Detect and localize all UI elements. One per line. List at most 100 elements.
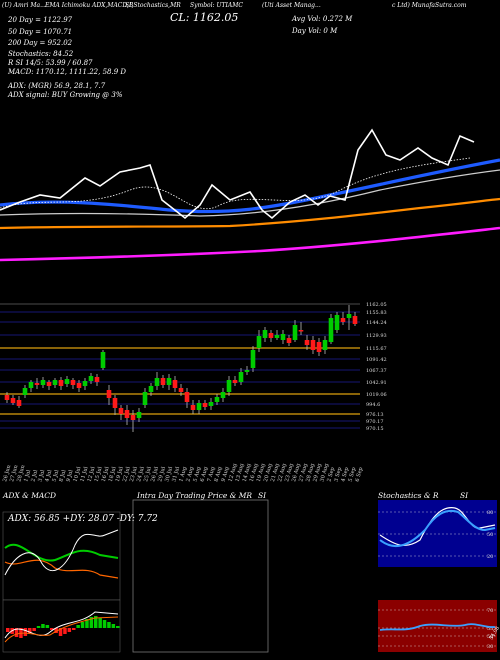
candle-body xyxy=(112,398,118,408)
candle-body xyxy=(256,336,262,348)
candle-body xyxy=(172,380,178,388)
candle-body xyxy=(142,392,148,405)
macd-histogram-bar xyxy=(89,617,94,628)
rsi-readout: R SI 14/5: 53.99 / 60.87 xyxy=(8,59,93,67)
macd-histogram-bar xyxy=(14,628,19,637)
candle-body xyxy=(10,398,16,403)
ema100-line xyxy=(0,169,500,217)
date-tick-label: 1 Jul xyxy=(23,469,32,483)
date-tick-label: 29 Aug xyxy=(312,462,323,482)
ema200-line xyxy=(0,197,500,230)
adx-signal-readout: ADX signal: BUY Growing @ 3% xyxy=(8,91,123,99)
stoch-level-label: 20 xyxy=(487,554,493,560)
date-tick-label: 26 Aug xyxy=(291,462,302,482)
date-tick-label: 26 Jun xyxy=(2,464,12,483)
date-tick-label: 9 Jul xyxy=(66,469,75,483)
adx-panel-readout: ADX: 56.85 +DY: 28.07 -DY: 7.72 xyxy=(8,514,158,524)
candlesticks xyxy=(4,305,358,432)
header-segment-3: SI,Stochastics,MR xyxy=(125,2,181,9)
header-segment-2: EMA Ichimoku ADX,MACD,B xyxy=(45,2,134,9)
candle-body xyxy=(214,397,220,402)
macd-histogram-bar xyxy=(32,628,36,631)
day-volume-label: Day Vol: 0 M xyxy=(292,27,338,35)
rsi-level-label: 50 xyxy=(487,634,493,640)
date-tick-label: 23 Aug xyxy=(284,462,295,482)
adx-plus-di-line xyxy=(4,543,119,562)
date-tick-label: 19 Jul xyxy=(115,466,125,483)
date-tick-label: 11 Jul xyxy=(80,466,90,483)
candle-body xyxy=(190,405,196,410)
close-price-label: CL: 1162.05 xyxy=(170,11,239,24)
macd-histogram-bar xyxy=(85,619,89,628)
candle-body xyxy=(328,318,334,342)
candle-body xyxy=(58,380,64,386)
candle-body xyxy=(250,350,256,368)
candle-body xyxy=(64,379,70,384)
macd-histogram-bar xyxy=(80,622,85,628)
macd-histogram-bar xyxy=(58,628,63,636)
candle-body xyxy=(346,314,352,318)
date-tick-label: 19 Aug xyxy=(256,462,267,482)
rsi-panel xyxy=(378,600,497,652)
macd-histogram-bar xyxy=(67,628,72,632)
adx-line xyxy=(4,529,119,576)
date-tick-label: 22 Aug xyxy=(277,462,288,482)
macd-histogram-bar xyxy=(98,618,102,628)
candle-body xyxy=(286,338,292,343)
intraday-title: Intra Day Trading Price & MR xyxy=(137,491,253,500)
macd-line xyxy=(4,611,119,639)
macd-histogram-bar xyxy=(63,628,67,634)
macd-histogram-bar xyxy=(23,628,28,636)
stochastics-title: Stochastics & R xyxy=(378,491,439,500)
macd-histogram-bar xyxy=(45,625,50,628)
header-segment-4: Symbol: UTIAMC xyxy=(190,2,243,9)
candle-body xyxy=(274,335,280,338)
ema-lines xyxy=(0,128,500,262)
ema20-dotted-line xyxy=(0,157,471,210)
date-tick-label: 24 Jul xyxy=(136,466,146,483)
ema50-readout: 50 Day = 1070.71 xyxy=(8,28,73,36)
macd-histogram-bar xyxy=(76,625,80,628)
price-level-label: 1067.37 xyxy=(366,368,387,374)
candle-body xyxy=(334,315,340,330)
date-tick-label: 25 Jul xyxy=(143,466,153,483)
macd-histogram-bar xyxy=(28,628,32,633)
header-segment-5: (Uti Asset Manag... xyxy=(262,2,321,9)
date-tick-label: 6 Aug xyxy=(200,465,210,482)
stochastics-si-label: SI xyxy=(460,491,469,500)
ema50-line xyxy=(0,158,500,214)
candle-body xyxy=(232,380,238,383)
rsi-level-label: 30 xyxy=(487,644,493,650)
date-tick-label: 29 Jul xyxy=(157,466,167,483)
price-level-label: 1129.93 xyxy=(366,333,387,339)
macd-histogram-bar xyxy=(94,616,98,628)
date-tick-label: 20 Aug xyxy=(263,462,274,482)
header-segment-1: (U) Amri Ma... xyxy=(2,2,46,9)
stoch-level-label: 50 xyxy=(487,532,493,538)
date-tick-label: 27 Jun xyxy=(9,464,19,483)
candle-body xyxy=(76,383,82,388)
candle-body xyxy=(16,400,22,406)
price-level-label: 970.17 xyxy=(366,419,384,425)
rsi-side-value: 54.08 xyxy=(489,626,500,641)
candle-body xyxy=(46,382,52,386)
candle-body xyxy=(34,383,40,385)
macd-signal-line xyxy=(4,616,119,643)
price-close-line xyxy=(0,128,475,220)
candle-body xyxy=(118,408,124,414)
stoch-d-line xyxy=(379,510,496,548)
candle-body xyxy=(208,402,214,406)
date-tick-label: 12 Aug xyxy=(228,462,239,482)
candle-body xyxy=(316,342,322,352)
date-tick-label: 8 Jul xyxy=(59,469,68,483)
price-level-label: 970.15 xyxy=(366,426,384,432)
date-tick-label: 2 Sep xyxy=(326,466,336,483)
date-tick-label: 3 Sep xyxy=(333,466,343,483)
macd-histogram-bar xyxy=(41,624,45,628)
candle-body xyxy=(22,388,28,395)
candle-body xyxy=(298,330,304,332)
stochastics-panel xyxy=(378,500,497,567)
candle-body xyxy=(166,378,172,385)
